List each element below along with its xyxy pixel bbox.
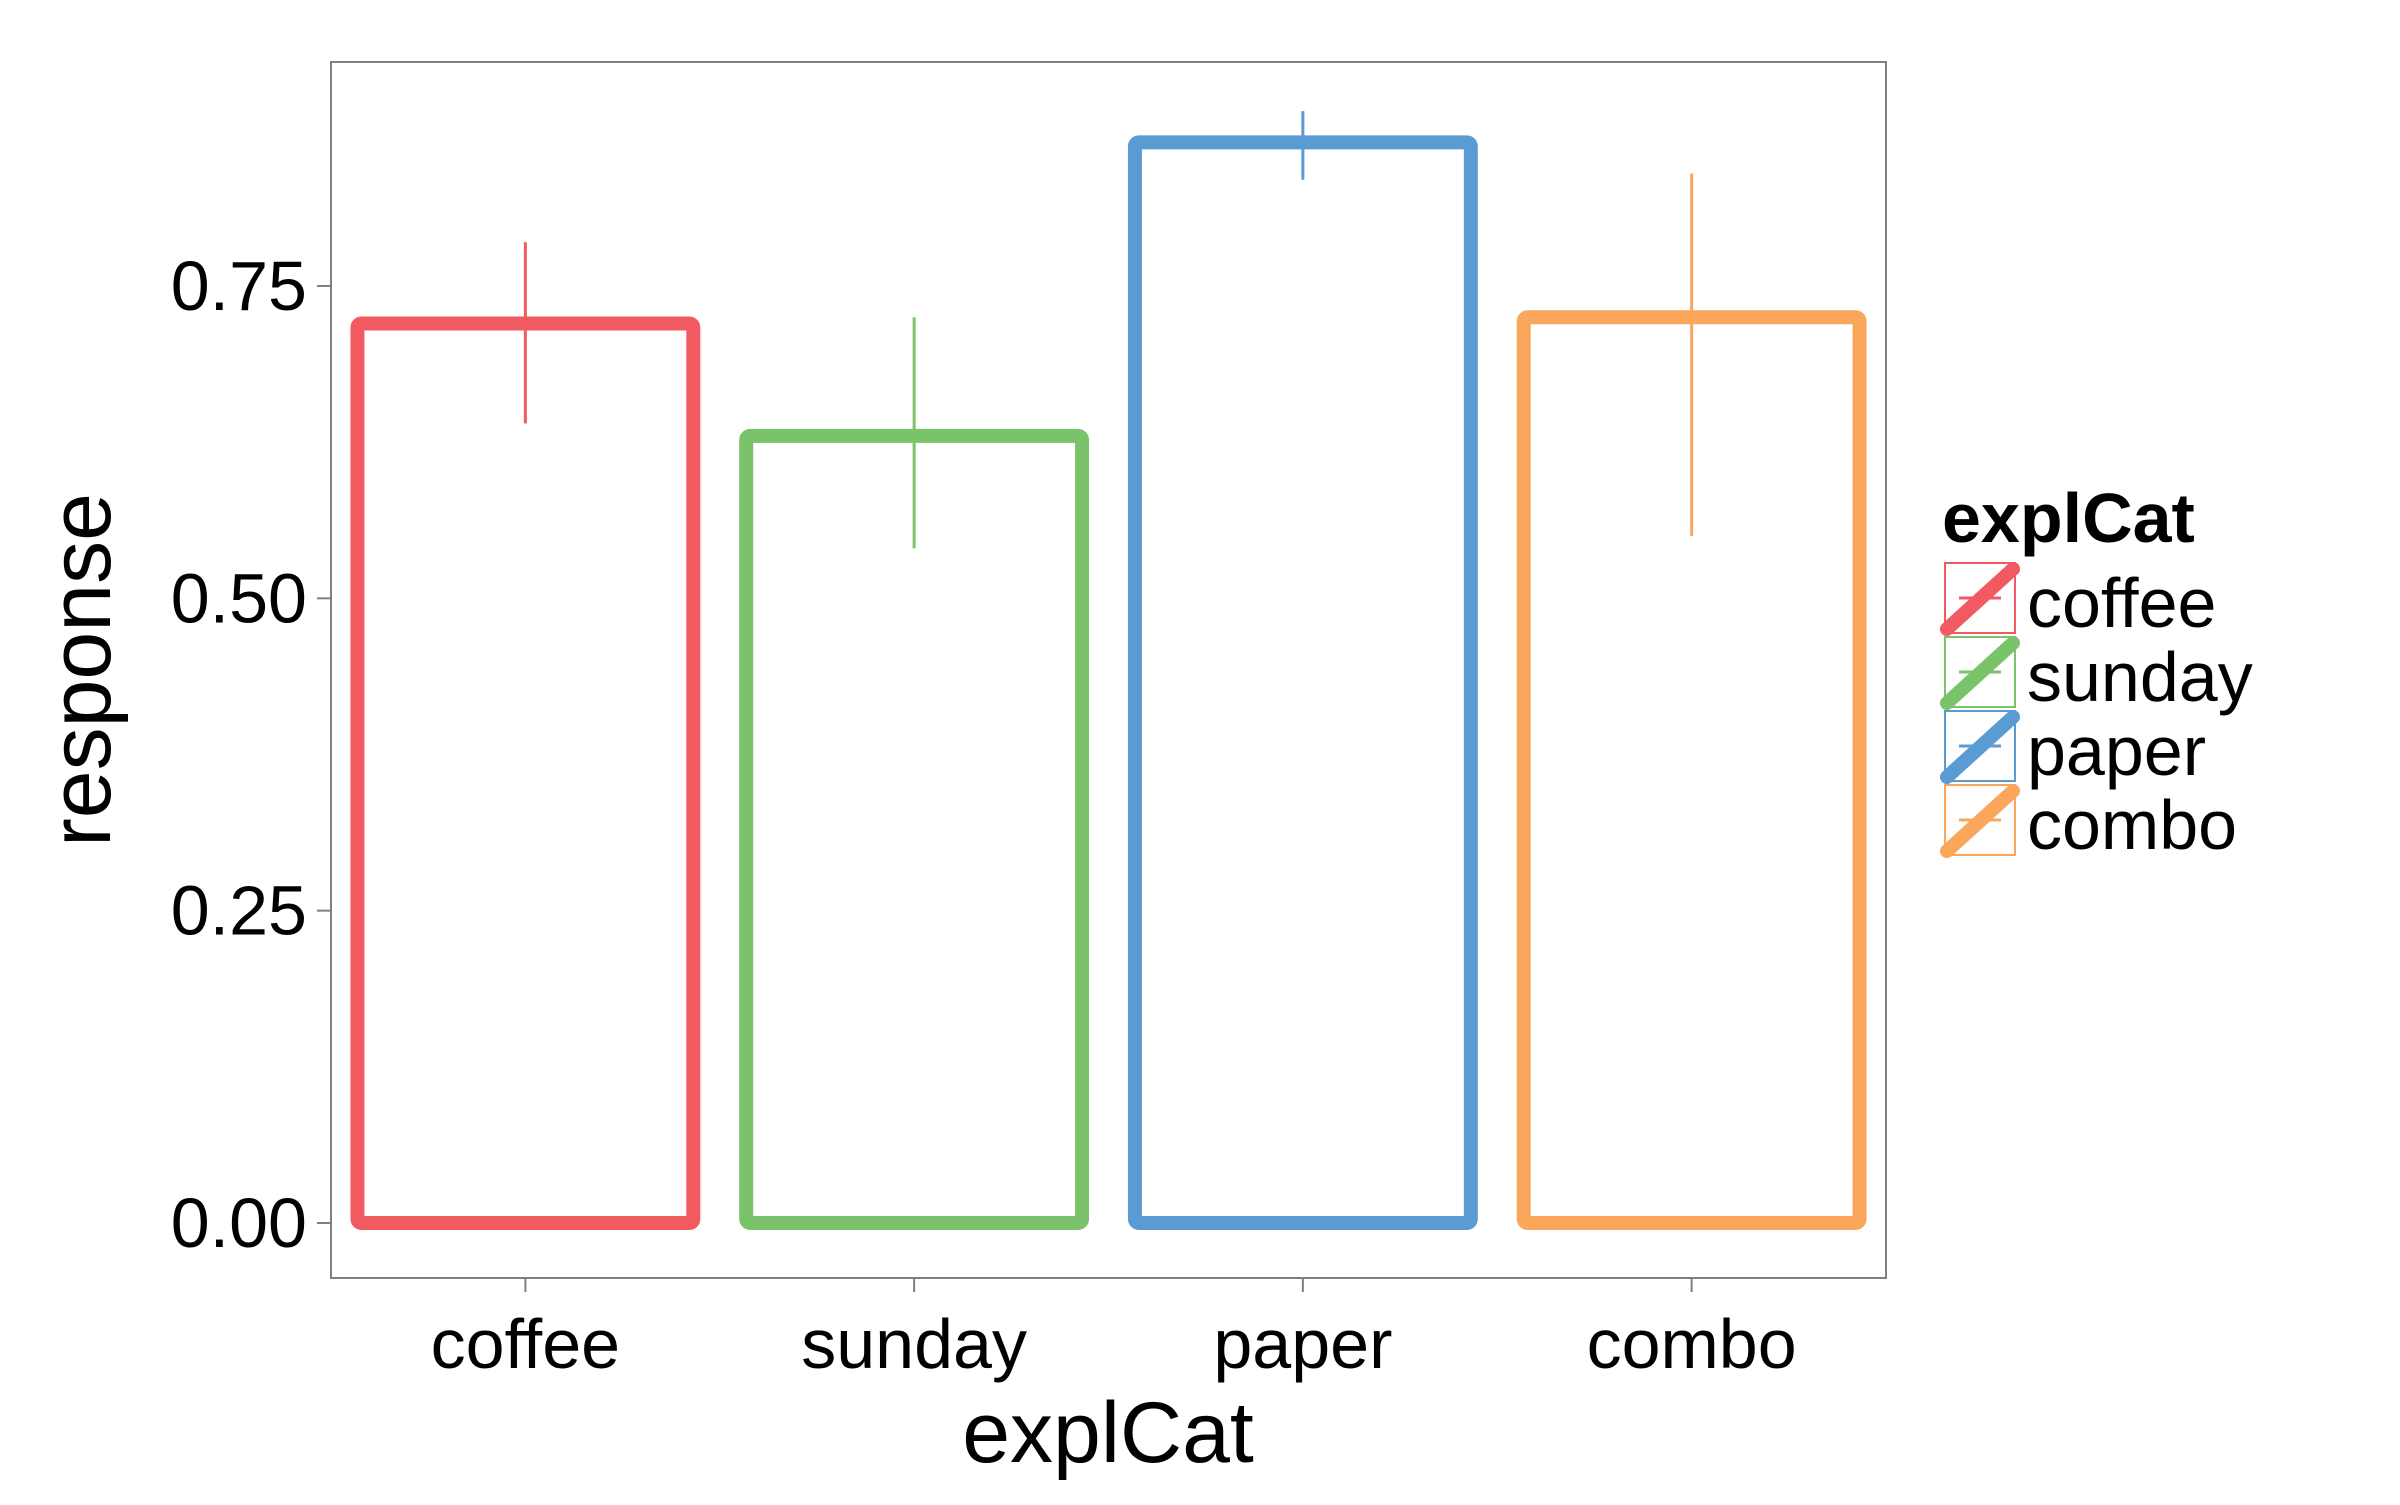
y-tick-label: 0.25 (171, 872, 307, 950)
legend-label-combo: combo (2027, 786, 2237, 864)
legend-label-sunday: sunday (2027, 638, 2253, 716)
legend-key-stroke (1940, 562, 2020, 636)
x-tick-label: combo (1587, 1305, 1797, 1383)
legend-item-paper: paper (1940, 710, 2206, 790)
legend-item-sunday: sunday (1940, 636, 2253, 716)
x-tick-label: coffee (431, 1305, 620, 1383)
legend-key-stroke (1940, 784, 2020, 858)
x-axis-label: explCat (962, 1385, 1254, 1481)
error-bars-layer (523, 111, 1694, 549)
x-axis: coffee sunday paper combo (431, 1278, 1797, 1383)
x-tick-label: sunday (801, 1305, 1027, 1383)
plot-panel (330, 61, 1887, 1279)
y-tick-label: 0.00 (171, 1184, 307, 1262)
y-tick-label: 0.50 (171, 559, 307, 637)
legend-key-stroke (1940, 710, 2020, 784)
legend-item-combo: combo (1940, 784, 2237, 864)
legend-label-paper: paper (2027, 712, 2206, 790)
x-tick-label: paper (1213, 1305, 1392, 1383)
y-axis: 0.00 0.25 0.50 0.75 (171, 247, 331, 1262)
legend-label-coffee: coffee (2027, 564, 2216, 642)
legend-item-coffee: coffee (1940, 562, 2216, 642)
y-tick-label: 0.75 (171, 247, 307, 325)
y-axis-label: response (33, 493, 129, 847)
legend-key-stroke (1940, 636, 2020, 710)
legend-title: explCat (1942, 479, 2195, 557)
